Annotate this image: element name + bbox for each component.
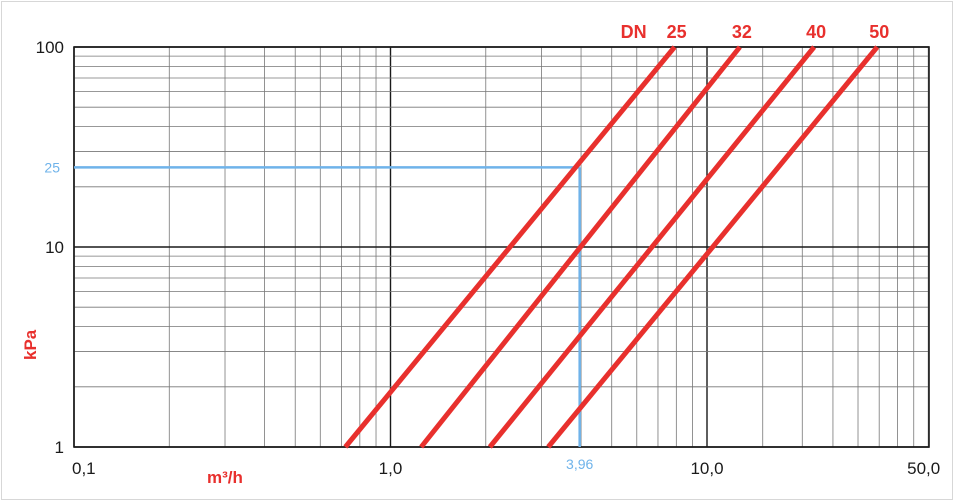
series-label-dn50: 50	[869, 22, 889, 42]
series-line-dn40	[487, 45, 817, 449]
labels: m³/h kPa DN 0,1 1,0 10,0 50,0 1 10 100 3,96 25 25…	[21, 22, 940, 487]
plot-border	[73, 46, 930, 448]
legend-dn-prefix: DN	[621, 22, 647, 42]
series-label-dn40: 40	[806, 22, 826, 42]
grid	[73, 46, 930, 448]
y-tick-label: 1	[55, 438, 64, 457]
series-line-dn50	[546, 45, 880, 449]
highlight-x-label: 3,96	[566, 456, 593, 472]
highlight-y-label: 25	[44, 159, 60, 175]
series-label-dn25: 25	[667, 22, 687, 42]
y-axis-title: kPa	[21, 329, 40, 360]
x-axis-title: m³/h	[207, 468, 243, 487]
highlight-guides	[74, 166, 581, 447]
x-tick-label: 1,0	[379, 459, 403, 478]
series-lines	[343, 45, 880, 449]
x-tick-label: 50,0	[907, 459, 940, 478]
series-label-dn32: 32	[732, 22, 752, 42]
y-tick-label: 100	[36, 38, 64, 57]
y-tick-label: 10	[45, 238, 64, 257]
series-line-dn25	[343, 45, 677, 449]
x-tick-label: 0,1	[72, 459, 96, 478]
x-tick-label: 10,0	[690, 459, 723, 478]
series-line-dn32	[419, 45, 742, 449]
